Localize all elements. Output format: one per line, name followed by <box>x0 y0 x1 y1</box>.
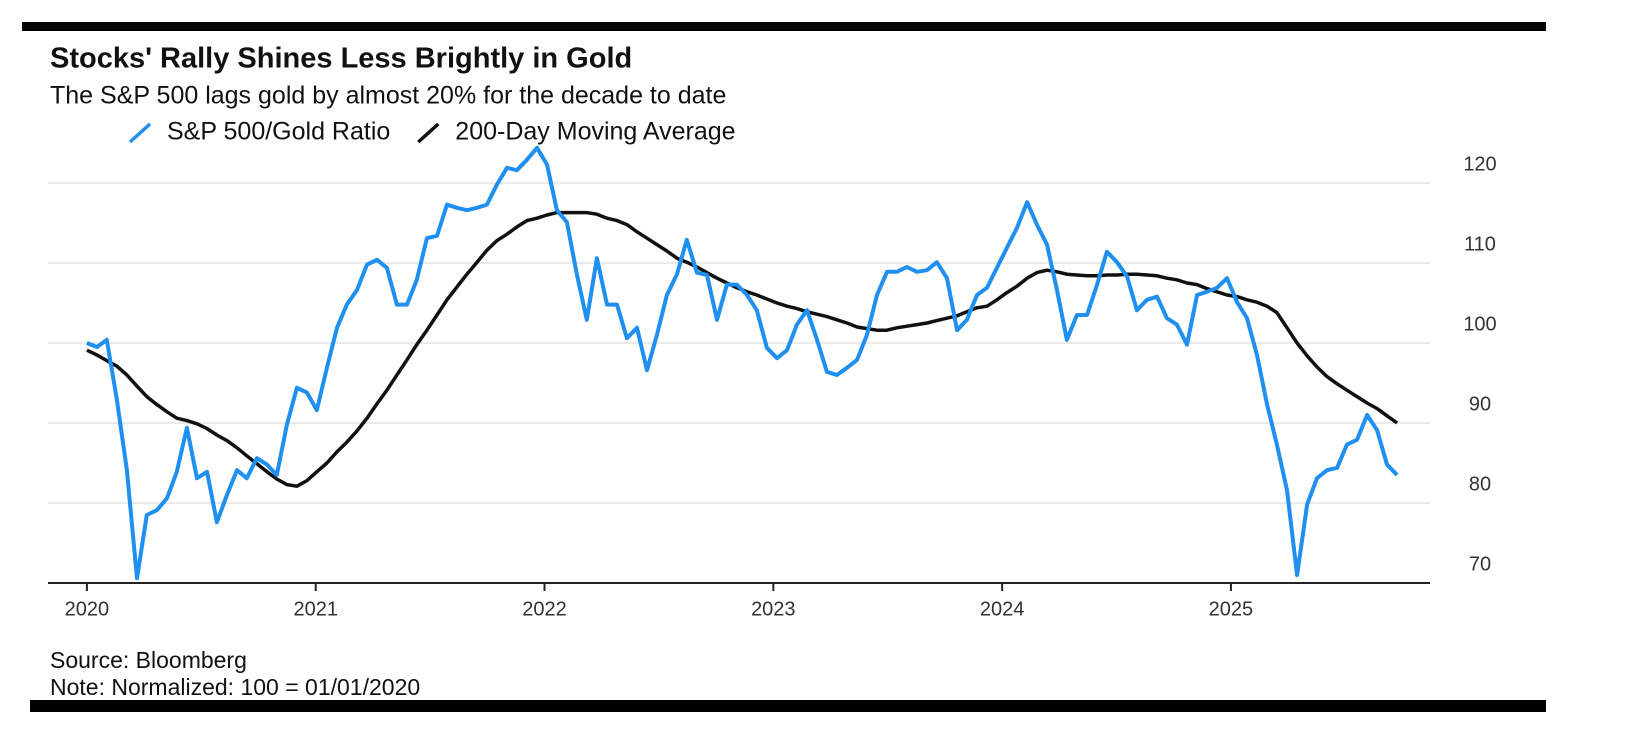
y-tick-label: 90 <box>1469 393 1491 415</box>
y-tick-label: 100 <box>1463 313 1496 335</box>
x-tick-label: 2022 <box>522 598 567 620</box>
y-tick-label: 80 <box>1469 473 1491 495</box>
series-line <box>86 145 1399 581</box>
top-rule <box>22 22 1546 31</box>
x-tick-label: 2025 <box>1209 598 1254 620</box>
legend-swatch <box>417 122 440 144</box>
x-tick-label: 2023 <box>751 598 796 620</box>
y-tick-label: 120 <box>1463 153 1496 175</box>
legend-label: S&P 500/Gold Ratio <box>167 118 390 146</box>
legend-swatch <box>128 122 152 144</box>
bottom-rule <box>30 700 1546 712</box>
axes: 70 80 90 100 110 120 2020 2021 2022 2023 2024 2025 <box>48 153 1497 620</box>
legend-label: 200-Day Moving Average <box>455 118 735 146</box>
source: Source: Bloomberg <box>50 647 247 673</box>
x-tick-label: 2020 <box>65 598 110 620</box>
note: Note: Normalized: 100 = 01/01/2020 <box>50 674 420 700</box>
legend: S&P 500/Gold Ratio 200-Day Moving Average <box>128 118 736 146</box>
y-tick-label: 70 <box>1469 553 1491 575</box>
grid <box>48 182 1430 584</box>
chart-title: Stocks' Rally Shines Less Brightly in Go… <box>50 43 632 75</box>
x-tick-label: 2021 <box>293 598 338 620</box>
plot <box>86 145 1399 581</box>
y-tick-label: 110 <box>1464 233 1496 255</box>
chart-subtitle: The S&P 500 lags gold by almost 20% for … <box>50 82 726 110</box>
x-tick-label: 2024 <box>980 598 1025 620</box>
